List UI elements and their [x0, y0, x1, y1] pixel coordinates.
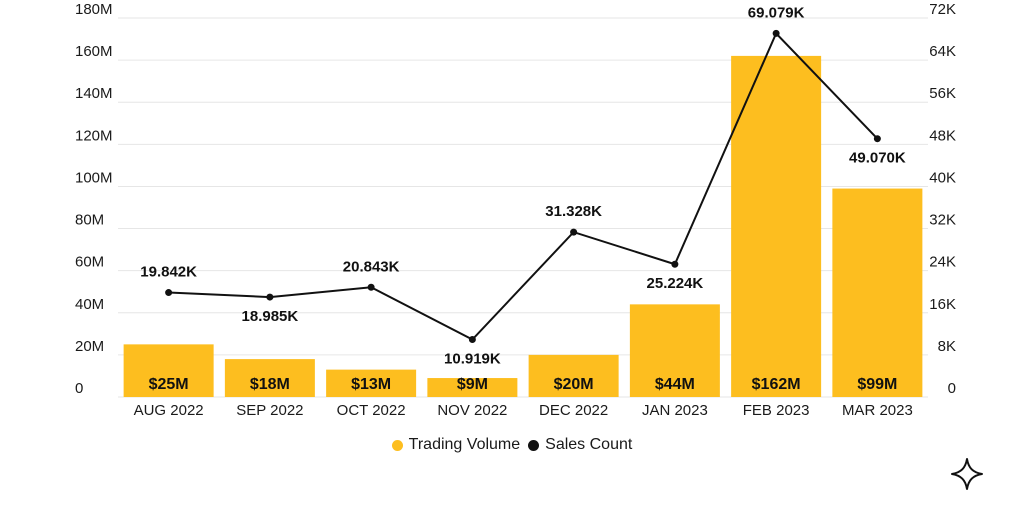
sales-count-line [168, 31, 879, 341]
legend-item-sales-count[interactable]: Sales Count [528, 436, 632, 454]
sales-count-point[interactable] [266, 293, 274, 301]
sales-count-point[interactable] [468, 336, 476, 344]
sales-count-point[interactable] [570, 228, 578, 236]
combo-chart: 0 20M 40M 60M 80M 100M 120M 140M 160M 180M 0 8K 16K… [75, 1, 956, 419]
legend-dot-trading-volume [391, 439, 403, 451]
left-tick-label: 160M [75, 43, 113, 60]
bar-data-label: $9M [457, 376, 488, 393]
x-tick-label: JAN 2023 [642, 402, 708, 419]
right-tick-label: 0 [948, 380, 956, 397]
right-tick-label: 48K [929, 127, 956, 144]
bar-oct-2022[interactable] [326, 369, 417, 397]
point-data-label: 31.328K [545, 203, 602, 220]
x-tick-label: OCT 2022 [337, 402, 406, 419]
sales-count-point[interactable] [873, 135, 881, 143]
bar-aug-2022[interactable] [123, 344, 214, 397]
x-tick-label: AUG 2022 [134, 402, 204, 419]
bar-nov-2022[interactable] [427, 378, 518, 397]
bar-dec-2022[interactable] [528, 354, 619, 397]
point-data-label: 25.224K [647, 275, 704, 292]
x-tick-label: NOV 2022 [437, 402, 507, 419]
right-tick-label: 32K [929, 212, 956, 229]
left-tick-label: 80M [75, 212, 104, 229]
bar-sep-2022[interactable] [224, 359, 315, 397]
sales-count-point[interactable] [367, 283, 375, 291]
right-tick-label: 56K [929, 85, 956, 102]
bar-data-label: $99M [857, 376, 897, 393]
point-data-label: 69.079K [748, 4, 805, 21]
x-axis: AUG 2022 SEP 2022 OCT 2022 NOV 2022 DEC 2022… [134, 402, 913, 419]
sparkle-icon[interactable] [949, 456, 985, 492]
left-tick-label: 40M [75, 296, 104, 313]
left-tick-label: 20M [75, 338, 104, 355]
x-tick-label: FEB 2023 [743, 402, 810, 419]
left-tick-label: 120M [75, 127, 113, 144]
bar-data-label: $25M [149, 376, 189, 393]
sales-count-point[interactable] [165, 289, 173, 297]
right-tick-label: 64K [929, 43, 956, 60]
legend-dot-sales-count [528, 439, 540, 451]
point-data-label: 49.070K [849, 150, 906, 167]
sales-count-point[interactable] [772, 29, 780, 37]
left-tick-label: 0 [75, 380, 83, 397]
right-axis: 0 8K 16K 24K 32K 40K 48K 56K 64K 72K [929, 1, 956, 397]
legend-label-sales-count: Sales Count [545, 436, 633, 453]
bar-data-label: $44M [655, 376, 695, 393]
right-tick-label: 16K [929, 296, 956, 313]
bar-data-label: $162M [752, 376, 801, 393]
bars-trading-volume [123, 55, 923, 398]
legend-label-trading-volume: Trading Volume [408, 436, 521, 453]
right-tick-label: 72K [929, 1, 956, 18]
grid-lines [118, 17, 928, 398]
left-tick-label: 180M [75, 1, 113, 18]
right-tick-label: 40K [929, 169, 956, 186]
point-data-label: 19.842K [140, 264, 197, 281]
bar-jan-2023[interactable] [629, 304, 720, 397]
bar-labels: $25M $18M $13M $9M $20M $44M $162M $99M [149, 376, 898, 393]
point-data-label: 10.919K [444, 351, 501, 368]
right-tick-label: 8K [938, 338, 956, 355]
legend: Trading Volume Sales Count [0, 436, 1024, 454]
left-tick-label: 140M [75, 85, 113, 102]
point-data-label: 20.843K [343, 258, 400, 275]
bar-mar-2023[interactable] [832, 188, 923, 397]
bar-data-label: $20M [554, 376, 594, 393]
x-tick-label: SEP 2022 [236, 402, 303, 419]
x-tick-label: DEC 2022 [539, 402, 608, 419]
point-data-label: 18.985K [242, 308, 299, 325]
bar-feb-2023[interactable] [731, 55, 822, 398]
left-tick-label: 100M [75, 169, 113, 186]
point-labels: 19.842K 18.985K 20.843K 10.919K 31.328K 25.22… [140, 4, 906, 367]
left-axis: 0 20M 40M 60M 80M 100M 120M 140M 160M 180M [75, 1, 113, 397]
bar-data-label: $13M [351, 376, 391, 393]
sales-count-point[interactable] [671, 260, 679, 268]
legend-item-trading-volume[interactable]: Trading Volume [391, 436, 521, 454]
right-tick-label: 24K [929, 254, 956, 271]
bar-data-label: $18M [250, 376, 290, 393]
left-tick-label: 60M [75, 254, 104, 271]
x-tick-label: MAR 2023 [842, 402, 913, 419]
line-sales-count [165, 29, 881, 344]
